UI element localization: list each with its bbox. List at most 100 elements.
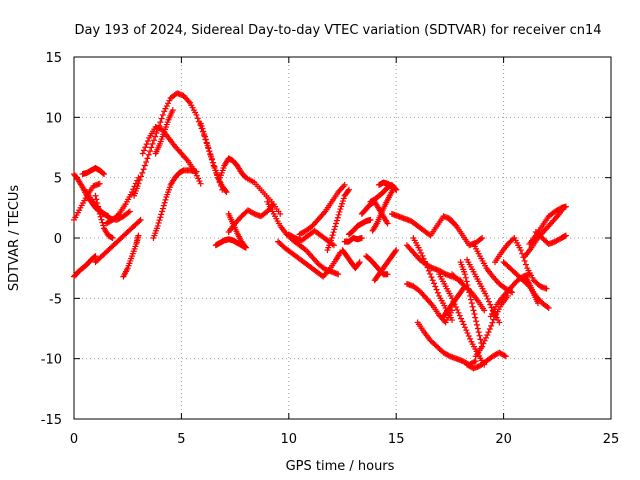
series-arc-25 bbox=[345, 216, 374, 238]
data-point bbox=[199, 125, 206, 132]
data-point bbox=[467, 296, 474, 303]
data-point bbox=[136, 218, 143, 225]
data-point bbox=[471, 358, 478, 365]
data-point bbox=[472, 314, 479, 321]
y-tick-label: -5 bbox=[49, 292, 62, 307]
data-point bbox=[339, 200, 346, 207]
data-point bbox=[464, 330, 471, 337]
data-point bbox=[425, 267, 432, 274]
data-point bbox=[393, 247, 400, 254]
data-point bbox=[158, 115, 165, 122]
series-arc-4 bbox=[79, 165, 108, 178]
data-point bbox=[159, 111, 166, 118]
series-arc-13 bbox=[152, 107, 176, 157]
data-point bbox=[479, 235, 486, 241]
y-tick-label: 15 bbox=[45, 51, 62, 66]
data-point bbox=[480, 340, 487, 347]
data-point bbox=[155, 220, 162, 227]
data-point bbox=[452, 221, 459, 228]
series-arc-40 bbox=[440, 283, 468, 320]
data-point bbox=[479, 343, 486, 350]
data-point bbox=[141, 147, 148, 154]
data-point bbox=[474, 325, 481, 332]
data-point bbox=[335, 271, 342, 278]
data-point bbox=[470, 307, 477, 314]
series-arc-7 bbox=[92, 192, 116, 241]
data-point bbox=[160, 202, 167, 209]
data-point bbox=[135, 180, 142, 187]
data-point bbox=[477, 235, 484, 242]
data-point bbox=[333, 220, 340, 227]
data-point bbox=[202, 133, 209, 140]
data-point bbox=[340, 195, 347, 202]
data-point bbox=[484, 295, 491, 302]
data-point bbox=[208, 156, 215, 163]
data-point bbox=[465, 332, 472, 339]
series-arc-9 bbox=[120, 232, 142, 280]
data-point bbox=[329, 241, 336, 248]
data-point bbox=[223, 189, 230, 196]
data-point bbox=[92, 253, 99, 260]
series-arc-10 bbox=[131, 90, 193, 199]
x-tick-label: 10 bbox=[281, 432, 298, 447]
data-point bbox=[461, 324, 468, 331]
data-point bbox=[481, 307, 488, 314]
data-point bbox=[156, 217, 163, 224]
data-point bbox=[345, 186, 352, 193]
data-point bbox=[143, 158, 150, 165]
data-point bbox=[334, 214, 341, 221]
data-point bbox=[135, 232, 142, 239]
data-point bbox=[142, 144, 149, 151]
data-point bbox=[209, 159, 216, 166]
data-point bbox=[463, 278, 470, 285]
series-arc-22 bbox=[296, 181, 348, 238]
data-point bbox=[562, 203, 569, 210]
data-point bbox=[462, 274, 469, 281]
data-point bbox=[522, 261, 529, 268]
data-point bbox=[502, 353, 509, 360]
x-tick-label: 0 bbox=[70, 432, 78, 447]
series-arc-14 bbox=[150, 167, 200, 241]
data-point bbox=[205, 145, 212, 152]
series-arc-18 bbox=[225, 201, 277, 235]
data-point bbox=[198, 123, 205, 130]
data-point bbox=[139, 150, 146, 157]
data-point bbox=[416, 247, 423, 254]
data-point bbox=[468, 300, 475, 307]
data-point bbox=[241, 243, 248, 250]
data-point bbox=[428, 274, 435, 281]
data-point bbox=[148, 144, 155, 151]
series-arc-34 bbox=[388, 210, 460, 239]
data-point bbox=[475, 329, 482, 336]
data-point bbox=[137, 216, 144, 223]
series-arc-26 bbox=[339, 247, 363, 272]
data-point bbox=[420, 255, 427, 262]
data-point bbox=[277, 210, 284, 217]
data-point bbox=[356, 259, 363, 266]
data-point bbox=[161, 199, 168, 206]
data-point bbox=[418, 249, 425, 256]
data-point bbox=[195, 175, 202, 182]
series-arc-53 bbox=[532, 228, 569, 248]
data-point bbox=[339, 198, 346, 205]
data-point bbox=[204, 142, 211, 149]
data-point bbox=[328, 235, 335, 241]
data-point bbox=[488, 322, 495, 329]
data-point bbox=[393, 186, 400, 193]
series-arc-27 bbox=[341, 235, 365, 245]
data-point bbox=[384, 271, 391, 278]
data-point bbox=[367, 216, 374, 223]
x-tick-label: 20 bbox=[495, 432, 512, 447]
data-point bbox=[427, 270, 434, 277]
y-tick-label: -15 bbox=[41, 413, 62, 428]
series-arc-16 bbox=[217, 155, 284, 217]
data-point bbox=[150, 137, 157, 144]
data-point bbox=[476, 332, 483, 339]
chart-title: Day 193 of 2024, Sidereal Day-to-day VTE… bbox=[74, 23, 601, 38]
data-point bbox=[451, 301, 458, 308]
data-point bbox=[545, 304, 552, 311]
data-point bbox=[157, 214, 164, 221]
data-point bbox=[433, 286, 440, 293]
data-point bbox=[454, 306, 461, 313]
data-point bbox=[331, 226, 338, 233]
